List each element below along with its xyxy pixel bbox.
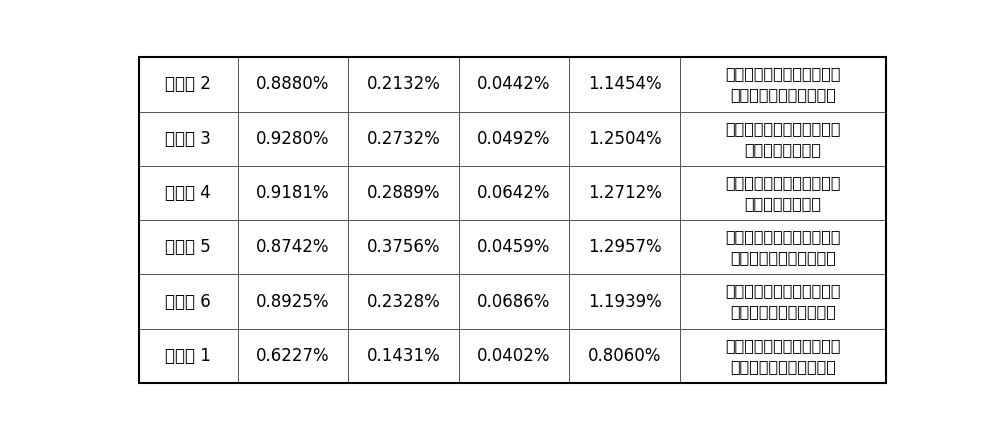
Bar: [569, 166, 680, 220]
Text: 实施例 6: 实施例 6: [165, 293, 211, 310]
Bar: [348, 220, 459, 274]
Bar: [238, 58, 348, 112]
Text: 0.8742%: 0.8742%: [256, 238, 330, 256]
Bar: [459, 329, 569, 383]
Text: 0.9280%: 0.9280%: [256, 130, 330, 148]
Text: 0.0686%: 0.0686%: [477, 293, 551, 310]
Bar: [680, 112, 886, 166]
Bar: [459, 166, 569, 220]
Text: 0.0492%: 0.0492%: [477, 130, 551, 148]
Bar: [238, 112, 348, 166]
Text: 1.1939%: 1.1939%: [588, 293, 661, 310]
Bar: [680, 166, 886, 220]
Bar: [139, 112, 238, 166]
Text: 表面浅灰褐色、质坚实、断
面浅黑色、光泽不明显。: 表面浅灰褐色、质坚实、断 面浅黑色、光泽不明显。: [725, 283, 841, 320]
Text: 0.2732%: 0.2732%: [367, 130, 440, 148]
Text: 0.9181%: 0.9181%: [256, 184, 330, 202]
Text: 表面浅灰褐色、质坚实、断
面浅黑色、基本无光泽。: 表面浅灰褐色、质坚实、断 面浅黑色、基本无光泽。: [725, 338, 841, 374]
Text: 1.2712%: 1.2712%: [588, 184, 662, 202]
Bar: [459, 112, 569, 166]
Bar: [238, 166, 348, 220]
Text: 1.1454%: 1.1454%: [588, 75, 661, 93]
Bar: [569, 220, 680, 274]
Bar: [139, 329, 238, 383]
Bar: [680, 274, 886, 329]
Text: 0.8060%: 0.8060%: [588, 347, 661, 365]
Bar: [348, 274, 459, 329]
Text: 表面浅灰褐色、质坚实、断
面浅黑色、光泽较明显。: 表面浅灰褐色、质坚实、断 面浅黑色、光泽较明显。: [725, 229, 841, 266]
Bar: [569, 58, 680, 112]
Text: 0.0459%: 0.0459%: [477, 238, 551, 256]
Text: 0.0442%: 0.0442%: [477, 75, 551, 93]
Text: 实施例 5: 实施例 5: [165, 238, 211, 256]
Text: 0.0402%: 0.0402%: [477, 347, 551, 365]
Bar: [680, 58, 886, 112]
Bar: [139, 220, 238, 274]
Bar: [348, 329, 459, 383]
Bar: [348, 58, 459, 112]
Bar: [139, 166, 238, 220]
Bar: [680, 329, 886, 383]
Text: 0.8880%: 0.8880%: [256, 75, 330, 93]
Text: 0.6227%: 0.6227%: [256, 347, 330, 365]
Text: 1.2504%: 1.2504%: [588, 130, 661, 148]
Text: 1.2957%: 1.2957%: [588, 238, 661, 256]
Text: 0.3756%: 0.3756%: [367, 238, 440, 256]
Bar: [569, 112, 680, 166]
Bar: [348, 112, 459, 166]
Bar: [459, 58, 569, 112]
Bar: [139, 58, 238, 112]
Bar: [238, 274, 348, 329]
Bar: [348, 166, 459, 220]
Text: 0.1431%: 0.1431%: [367, 347, 440, 365]
Text: 0.2889%: 0.2889%: [367, 184, 440, 202]
Bar: [459, 220, 569, 274]
Bar: [459, 274, 569, 329]
Bar: [569, 274, 680, 329]
Text: 实施例 3: 实施例 3: [165, 130, 211, 148]
Text: 表面浅灰褐色、质坚实、断
面黑色、有光泽。: 表面浅灰褐色、质坚实、断 面黑色、有光泽。: [725, 175, 841, 211]
Text: 表面浅灰褐色、质坚实、断
面浅黑色、光泽不明显。: 表面浅灰褐色、质坚实、断 面浅黑色、光泽不明显。: [725, 67, 841, 102]
Text: 实施例 4: 实施例 4: [165, 184, 211, 202]
Text: 0.8925%: 0.8925%: [256, 293, 330, 310]
Bar: [238, 329, 348, 383]
Text: 表面浅灰褐色、质坚实、断
面黑色、有光泽。: 表面浅灰褐色、质坚实、断 面黑色、有光泽。: [725, 121, 841, 157]
Bar: [569, 329, 680, 383]
Text: 0.2328%: 0.2328%: [367, 293, 440, 310]
Bar: [680, 220, 886, 274]
Text: 实施例 2: 实施例 2: [165, 75, 211, 93]
Bar: [139, 274, 238, 329]
Text: 0.2132%: 0.2132%: [366, 75, 440, 93]
Text: 0.0642%: 0.0642%: [477, 184, 551, 202]
Text: 对比例 1: 对比例 1: [165, 347, 211, 365]
Bar: [238, 220, 348, 274]
